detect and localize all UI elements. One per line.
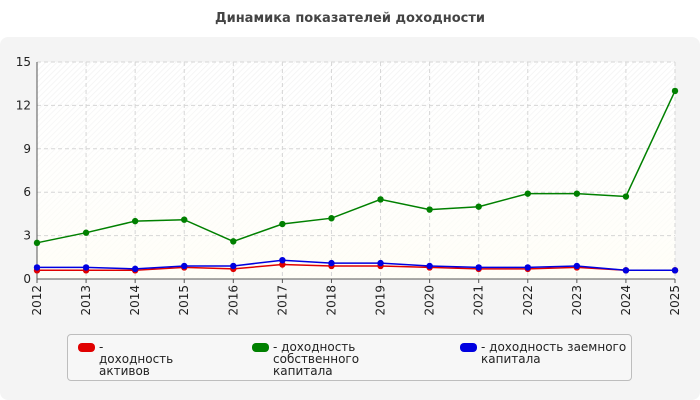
data-point[interactable] (82, 229, 90, 236)
data-point[interactable] (573, 190, 581, 197)
legend-label-equity: - доходность собственного капитала (273, 341, 443, 377)
x-tick-label: 2024 (619, 285, 633, 316)
data-point[interactable] (475, 203, 482, 210)
series-line (37, 263, 675, 272)
data-point[interactable] (622, 193, 630, 200)
data-point[interactable] (279, 220, 286, 228)
x-tick-label: 2020 (423, 285, 437, 316)
plot-area-shade (37, 62, 675, 279)
data-point[interactable] (377, 196, 384, 203)
series-2 (33, 87, 679, 247)
legend-label-line2: капитала (273, 364, 333, 378)
legend-swatch-equity (252, 343, 269, 352)
data-point[interactable] (82, 264, 90, 271)
series-3 (33, 256, 679, 274)
data-point[interactable] (475, 264, 482, 271)
data-point[interactable] (181, 262, 188, 270)
data-point[interactable] (279, 256, 286, 264)
legend-label-assets: - доходность активов (99, 341, 173, 377)
y-tick-label: 9 (23, 142, 31, 156)
x-tick-label: 2017 (275, 285, 289, 316)
x-tick-label: 2018 (324, 285, 338, 316)
x-tick-label: 2023 (570, 285, 584, 316)
x-tick-label: 2015 (177, 285, 191, 316)
data-point[interactable] (426, 262, 433, 270)
series-group (33, 87, 679, 274)
x-tick-labels: 2012 2013 2014 2015 2016 2017 2018 2019 2020 2021… (30, 285, 682, 316)
x-tick-label: 2019 (374, 285, 388, 316)
y-tick-labels: 0 3 6 9 12 15 (16, 55, 31, 286)
data-point[interactable] (426, 206, 433, 213)
data-point[interactable] (230, 262, 237, 270)
legend-label-debt: - доходность заемного капитала (481, 341, 641, 365)
y-tick-label: 3 (23, 229, 31, 243)
data-point[interactable] (377, 259, 384, 267)
data-point[interactable] (622, 267, 630, 274)
series-line (36, 90, 676, 244)
legend-label-line1: - доходность заемного (481, 340, 627, 354)
data-point[interactable] (328, 215, 335, 222)
legend-label-line1: - доходность собственного (273, 340, 360, 366)
x-tick-label: 2012 (30, 285, 44, 316)
data-point[interactable] (181, 216, 188, 223)
data-point[interactable] (131, 217, 139, 225)
legend-label-line2: капитала (481, 352, 541, 366)
legend: - доходность активов - доходность собств… (67, 334, 632, 381)
x-tick-label: 2016 (226, 285, 240, 316)
data-point[interactable] (33, 264, 41, 271)
data-point[interactable] (524, 190, 531, 197)
x-tick-label: 2025 (668, 285, 682, 316)
x-tick-label: 2014 (128, 285, 142, 316)
data-point[interactable] (328, 259, 335, 267)
series-line (37, 259, 675, 272)
data-point[interactable] (671, 267, 679, 274)
data-point[interactable] (524, 264, 531, 271)
y-tick-label: 6 (23, 185, 31, 199)
x-tick-label: 2013 (79, 285, 93, 316)
legend-label-line1: - доходность активов (99, 340, 174, 378)
legend-swatch-debt (460, 343, 477, 352)
y-tick-label: 0 (23, 272, 31, 286)
grid (37, 61, 676, 279)
data-point[interactable] (573, 262, 581, 270)
x-tick-label: 2021 (472, 285, 486, 316)
legend-swatch-assets (78, 343, 95, 352)
data-point[interactable] (230, 238, 237, 245)
y-tick-label: 12 (16, 98, 31, 112)
chart-title: Динамика показателей доходности (215, 11, 485, 26)
data-point[interactable] (131, 265, 139, 273)
data-point[interactable] (671, 87, 679, 95)
data-point[interactable] (33, 239, 41, 247)
y-tick-label: 15 (16, 55, 31, 69)
x-tick-label: 2022 (521, 285, 535, 316)
